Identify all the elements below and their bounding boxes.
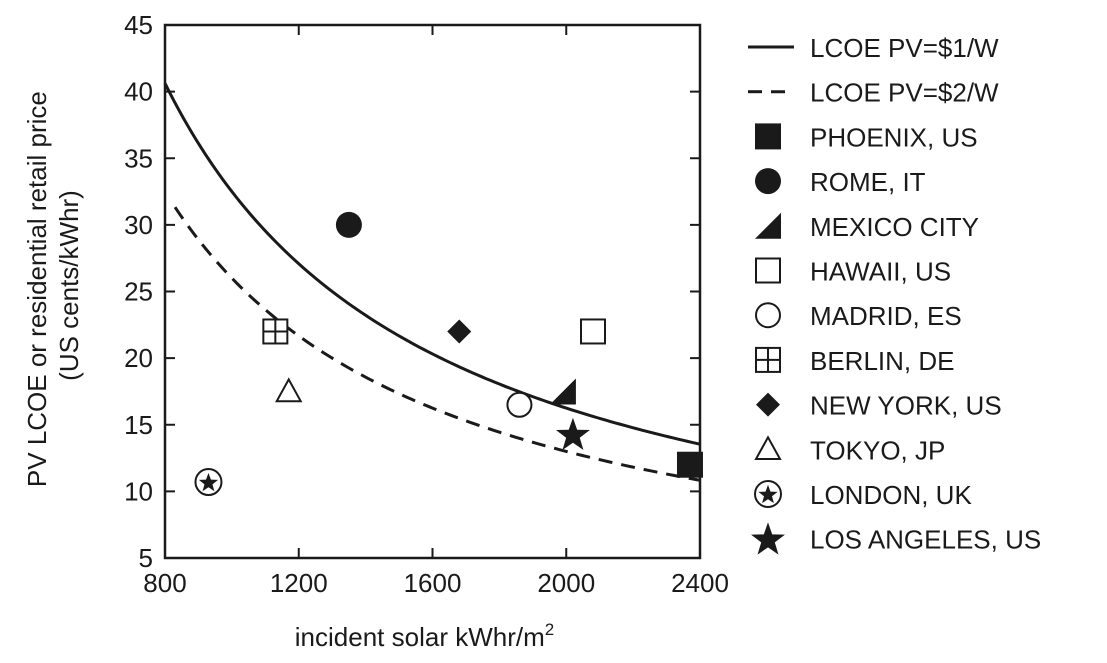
y-tick-label: 40 [124,77,153,107]
legend-label: MADRID, ES [810,301,962,331]
data-points [194,211,703,497]
legend-label: NEW YORK, US [810,391,1002,421]
point-new-york-us [447,319,472,344]
x-tick-label: 2400 [671,568,729,598]
x-axis-label-superscript: 2 [545,620,554,639]
legend-label: LCOE PV=$2/W [810,78,999,108]
point-hawaii-us [580,318,606,345]
y-tick-label: 10 [124,476,153,506]
point-phoenix-us [676,451,703,478]
point-london-uk [194,468,223,497]
x-tick-label: 1200 [270,568,328,598]
legend-marker-tokyo-jp [754,435,782,461]
x-tick-label: 2000 [537,568,595,598]
legend-marker-rome-it [755,168,781,195]
y-tick-label: 20 [124,343,153,373]
axis-ticks: 5 10 15 20 25 30 35 40 45 800 1200 1600 2000 2400 [124,10,729,598]
y-tick-label: 25 [124,277,153,307]
y-tick-label: 5 [139,543,153,573]
y-axis-label-line-2: (US cents/kWhr) [54,190,84,381]
legend-label: TOKYO, JP [810,435,945,465]
plot-frame [163,23,702,560]
legend-marker-mexico-city [755,212,781,239]
point-berlin-de [262,318,289,345]
curve-lcoe-1-per-w [163,82,701,446]
legend-marker-madrid-es [755,302,781,329]
x-axis-label-text: incident solar kWhr/m [295,622,545,652]
point-madrid-es [506,391,533,418]
legend-label: BERLIN, DE [810,346,955,376]
legend-label: LONDON, UK [810,480,972,510]
legend-marker-berlin-de [755,346,781,373]
legend-label: LOS ANGELES, US [810,525,1041,555]
legend-label: PHOENIX, US [810,122,978,152]
y-tick-label: 15 [124,410,153,440]
point-mexico-city [549,378,576,405]
point-tokyo-jp [275,377,303,403]
y-axis-label: PV LCOE or residential retail price (US … [22,84,84,487]
y-tick-label: 45 [124,10,153,40]
x-tick-label: 1600 [404,568,462,598]
point-rome-it [335,211,362,238]
y-tick-label: 30 [124,210,153,240]
legend-marker-london-uk [754,480,782,508]
plot-area [163,23,702,560]
y-axis-label-line-1: PV LCOE or residential retail price [22,91,52,487]
legend-marker-phoenix-us [755,123,781,150]
curve-layer [163,82,701,482]
legend-label: ROME, IT [810,167,926,197]
x-tick-label: 800 [143,568,186,598]
legend-marker-los-angeles-us [751,522,785,555]
legend-label: MEXICO CITY [810,212,979,242]
legend-marker-new-york-us [756,392,780,417]
legend-label: HAWAII, US [810,257,951,287]
legend-marker-hawaii-us [755,257,781,284]
legend-label: LCOE PV=$1/W [810,33,999,63]
legend: LCOE PV=$1/W LCOE PV=$2/W PHOENIX, US ROME,… [748,33,1041,555]
y-tick-label: 35 [124,143,153,173]
curve-lcoe-2-per-w [173,206,701,482]
x-axis-label: incident solar kWhr/m2 [295,620,554,652]
point-los-angeles-us [555,417,590,451]
